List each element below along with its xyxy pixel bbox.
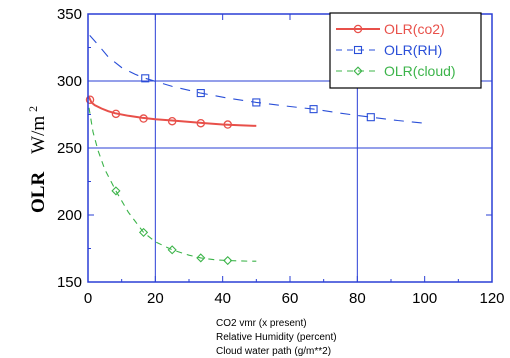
series-olr-co2 <box>85 95 257 129</box>
data-point-olr-cloud <box>196 253 206 263</box>
y-tick-label: 300 <box>57 73 82 90</box>
x-tick-label: 20 <box>147 290 164 307</box>
legend-marker <box>353 45 363 55</box>
data-point-olr-rh <box>141 74 150 83</box>
legend-box <box>329 12 482 89</box>
data-point-olr-cloud <box>223 255 233 266</box>
x-tick-label: 0 <box>84 290 92 307</box>
series-olr-rh <box>89 35 425 124</box>
y-tick-label: 250 <box>57 140 82 157</box>
data-point-olr-cloud <box>167 245 177 255</box>
data-point-olr-rh <box>196 89 205 98</box>
data-point-olr-co2 <box>223 120 232 129</box>
y-axis-label-unit: W/m <box>28 116 49 154</box>
series-line-olr-cloud <box>88 107 257 262</box>
x-axis-label-line-3: Cloud water path (g/m**2) <box>216 346 331 357</box>
legend-label: OLR(cloud) <box>384 63 456 79</box>
data-point-olr-co2 <box>139 114 148 123</box>
legend-marker <box>353 66 363 76</box>
data-point-olr-rh <box>309 105 318 114</box>
data-point-olr-cloud <box>138 227 149 237</box>
x-axis-label-line-2: Relative Humidity (percent) <box>216 332 337 343</box>
data-point-olr-co2 <box>111 109 121 119</box>
data-point-olr-co2 <box>196 118 206 128</box>
series-layer <box>85 35 425 266</box>
x-tick-label: 100 <box>412 290 437 307</box>
series-line-olr-rh <box>89 35 425 124</box>
x-tick-label: 80 <box>349 290 366 307</box>
legend-item-olr-cloud: OLR(cloud) <box>336 63 456 79</box>
data-point-olr-cloud <box>111 186 121 196</box>
legend-label: OLR(RH) <box>384 42 442 58</box>
x-axis-label-line-1: CO2 vmr (x present) <box>216 318 307 329</box>
data-point-olr-rh <box>252 98 261 107</box>
legend-label: OLR(co2) <box>384 21 445 37</box>
y-tick-label: 150 <box>57 274 82 291</box>
y-axis-label-main: OLR <box>28 172 49 213</box>
series-line-olr-co2 <box>88 96 257 127</box>
y-tick-label: 350 <box>57 6 82 23</box>
y-axis-label-unit-sup: 2 <box>26 106 40 112</box>
legend-item-olr-rh: OLR(RH) <box>336 42 442 58</box>
y-tick-label: 200 <box>57 207 82 224</box>
legend-marker <box>353 24 363 34</box>
series-olr-cloud <box>88 107 257 266</box>
legend-item-olr-co2: OLR(co2) <box>336 21 445 37</box>
x-tick-label: 60 <box>282 290 299 307</box>
data-point-olr-rh <box>366 113 375 122</box>
tick-labels: 0 20 40 60 80 100 120 150 200 250 300 350 <box>57 6 505 307</box>
x-tick-label: 40 <box>214 290 231 307</box>
legend: OLR(co2) OLR(RH) OLR(cloud) <box>329 12 482 89</box>
x-tick-label: 120 <box>479 290 504 307</box>
y-axis-label: OLR W/m 2 <box>26 106 49 213</box>
data-point-olr-co2 <box>85 95 95 105</box>
data-point-olr-co2 <box>167 116 177 126</box>
